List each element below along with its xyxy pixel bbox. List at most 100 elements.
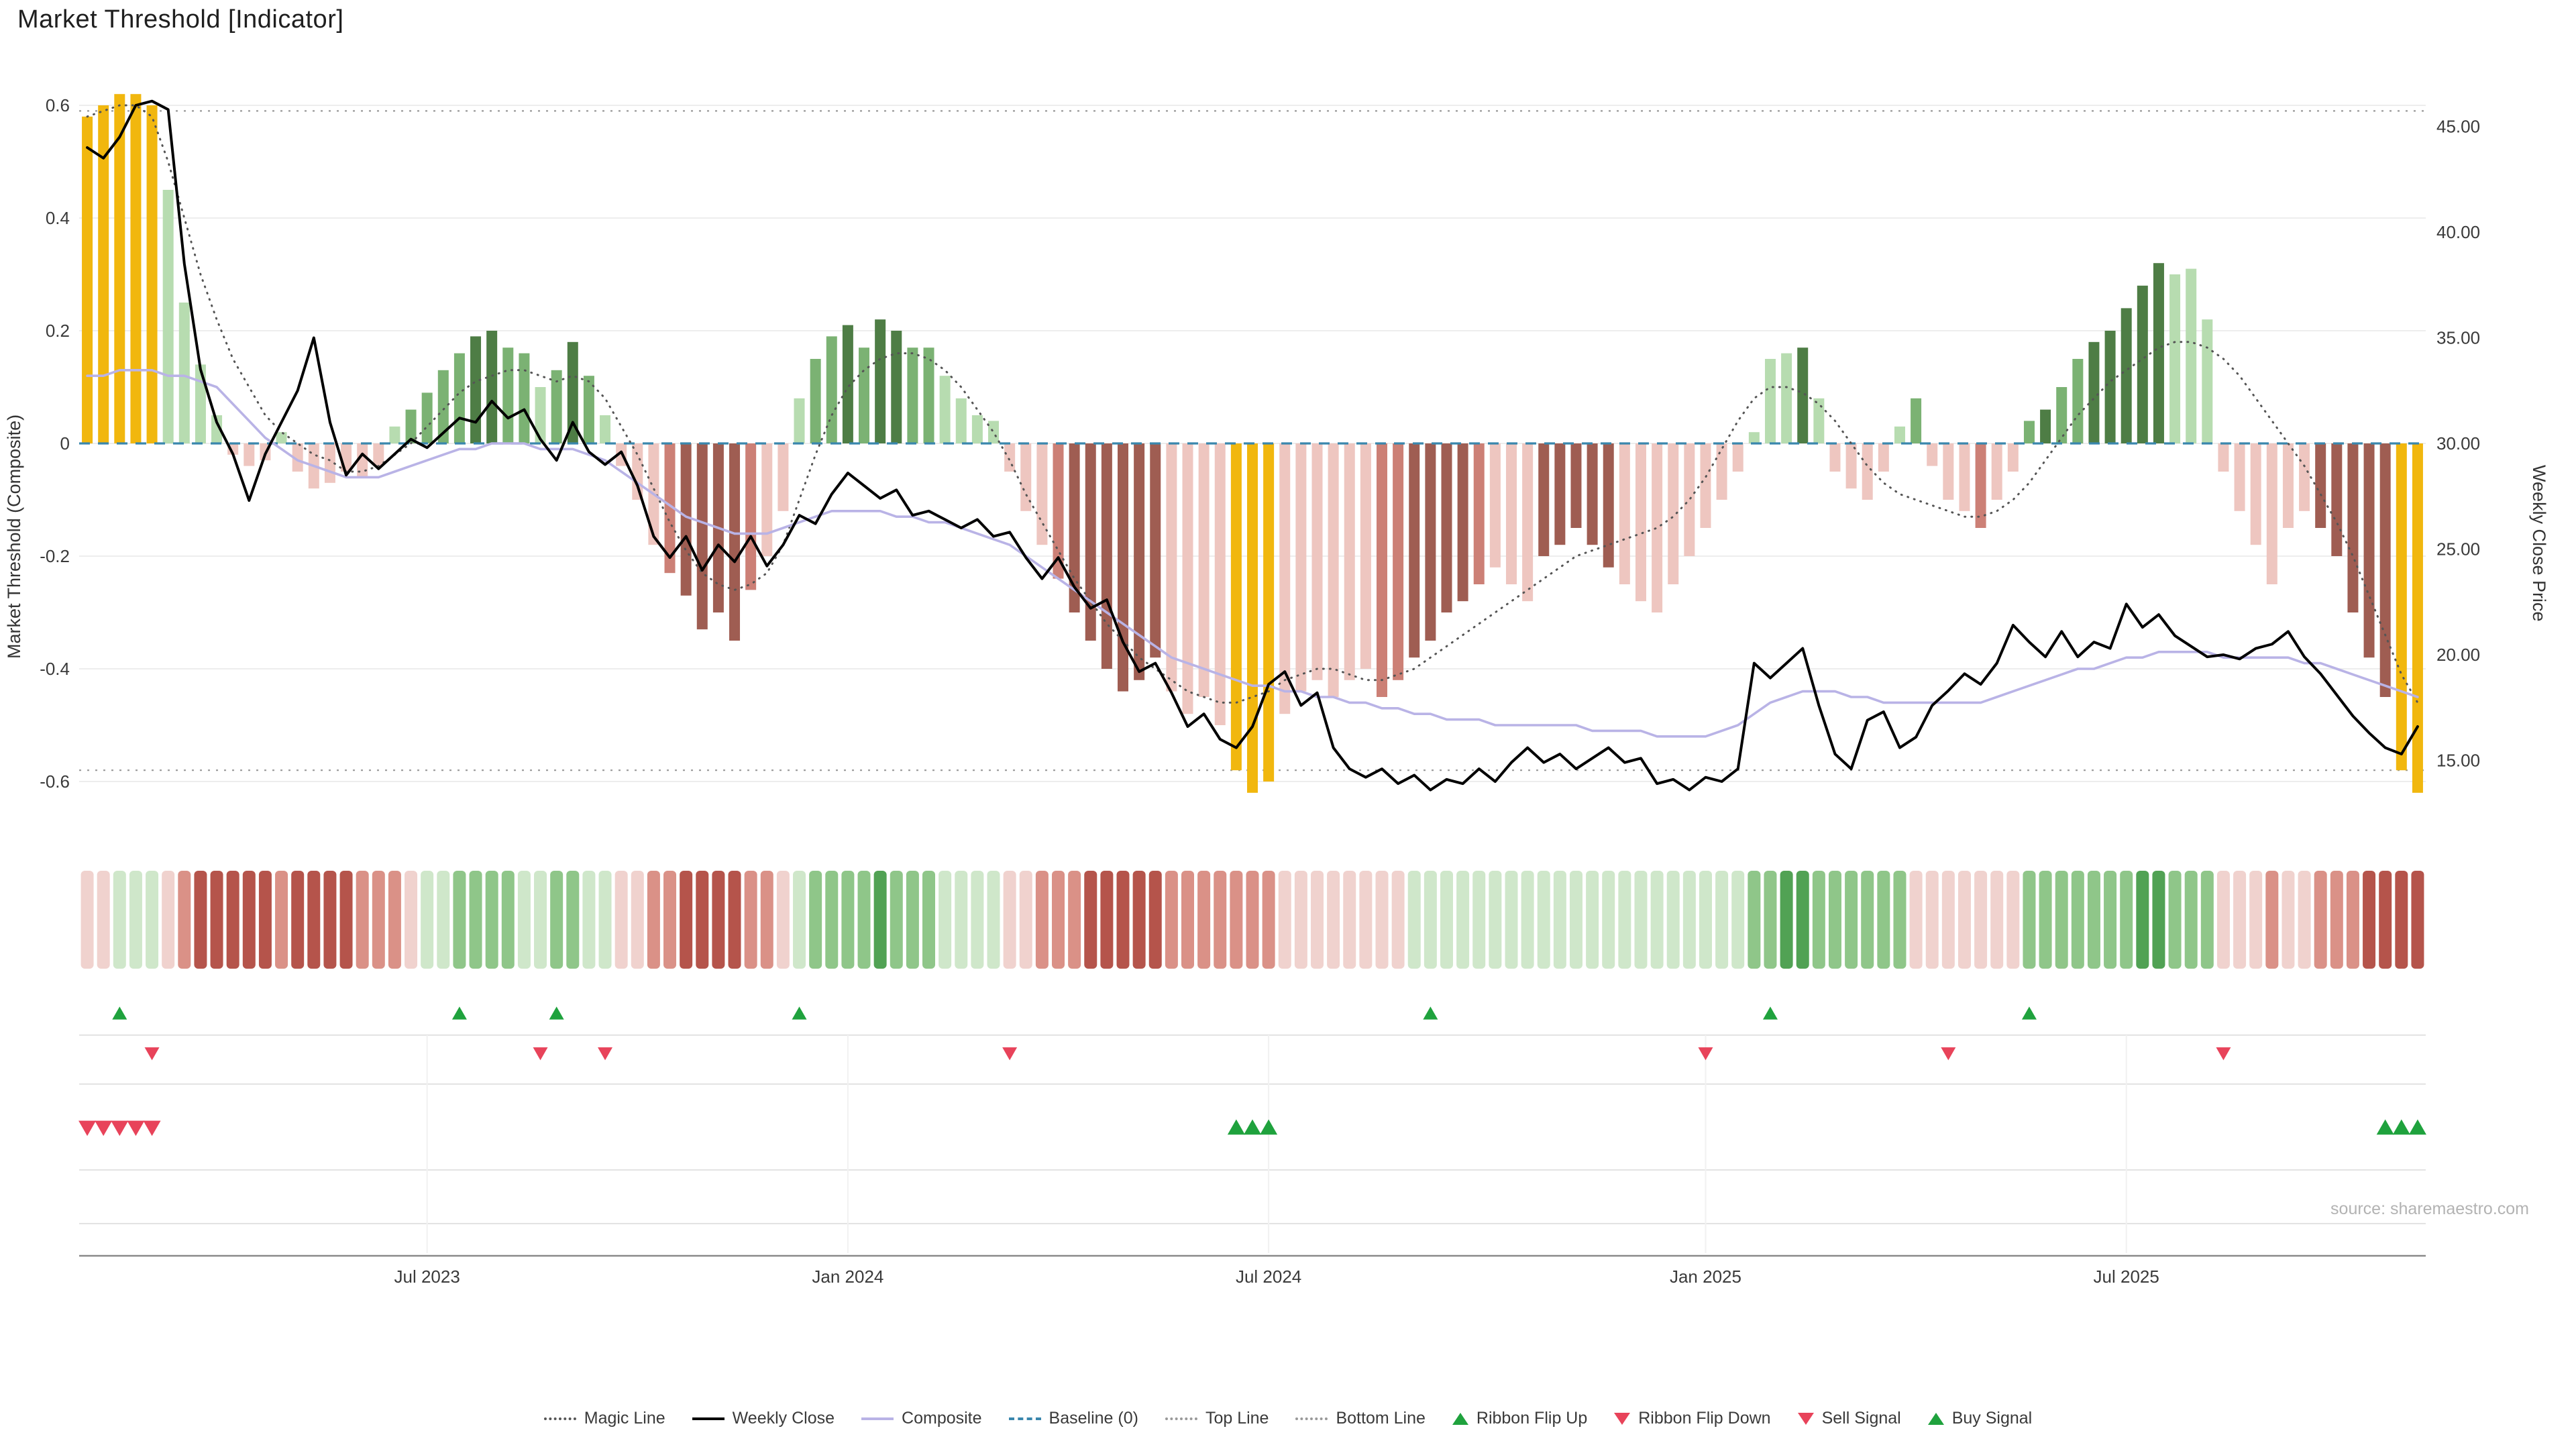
composite-bar: [1845, 443, 1857, 489]
composite-bar: [195, 364, 206, 443]
left-axis-tick: -0.6: [40, 771, 70, 792]
composite-bar: [1230, 443, 1242, 771]
composite-bar: [2007, 443, 2019, 472]
composite-bar: [2137, 285, 2148, 443]
ribbon-cell: [857, 871, 871, 969]
ribbon-cell: [1780, 871, 1793, 969]
ribbon-cell: [614, 871, 628, 969]
left-axis-tick: 0.2: [46, 321, 70, 341]
composite-bar: [211, 415, 223, 443]
composite-bar: [502, 347, 514, 443]
ribbon-cell: [890, 871, 903, 969]
ribbon-cell: [113, 871, 126, 969]
composite-bar: [745, 443, 757, 590]
ribbon-cell: [356, 871, 369, 969]
ribbon-cell: [146, 871, 159, 969]
composite-bar: [777, 443, 789, 511]
composite-line: [86, 368, 2419, 738]
ribbon-cell: [680, 871, 693, 969]
ribbon-cell: [1165, 871, 1178, 969]
ribbon-cell: [1181, 871, 1195, 969]
sell-signal-icon: [127, 1120, 145, 1136]
left-axis-tick: 0.4: [46, 208, 70, 228]
ribbon-cell: [2330, 871, 2343, 969]
ribbon-cell: [1861, 871, 1874, 969]
composite-bar: [955, 398, 967, 443]
ribbon-cell: [793, 871, 806, 969]
ribbon-cell: [696, 871, 709, 969]
ribbon-cell: [1230, 871, 1243, 969]
composite-bar: [373, 443, 384, 466]
composite-bar: [389, 426, 400, 443]
composite-bar: [1538, 443, 1550, 556]
ribbon-cell: [1699, 871, 1712, 969]
composite-bar: [1943, 443, 1954, 500]
composite-bar: [1570, 443, 1582, 528]
ribbon-flip-down-icon: [1002, 1047, 1018, 1061]
sell-signal-icon: [78, 1120, 97, 1136]
ribbon-cell: [1407, 871, 1421, 969]
ribbon-cell: [1052, 871, 1065, 969]
composite-bar: [2250, 443, 2261, 545]
axis-tick-labels: 0.6 0.4 0.2 0 -0.2 -0.4 -0.6 45.00 40.00 35.00 30.…: [40, 95, 2480, 1287]
composite-bar: [1425, 443, 1436, 641]
ribbon-cell: [2363, 871, 2376, 969]
composite-bar: [146, 105, 158, 443]
solid-line-icon: [861, 1417, 894, 1420]
ribbon-cell: [1764, 871, 1777, 969]
ribbon-cell: [210, 871, 223, 969]
ribbon-cell: [1489, 871, 1502, 969]
composite-bar: [244, 443, 255, 466]
composite-bar: [437, 370, 449, 443]
legend-label: Ribbon Flip Up: [1476, 1409, 1588, 1428]
composite-bar: [859, 347, 870, 443]
legend-item-sell-signal: Sell Signal: [1797, 1409, 1901, 1428]
composite-bar: [1862, 443, 1873, 500]
composite-bar: [276, 432, 287, 443]
composite-bar: [2396, 443, 2407, 771]
ribbon-cell: [922, 871, 936, 969]
ribbon-cell: [2120, 871, 2133, 969]
ribbon-cell: [1682, 871, 1696, 969]
ribbon-cell: [1019, 871, 1032, 969]
composite-bar: [632, 443, 643, 500]
triangle-up-icon: [1927, 1412, 1944, 1425]
ribbon-cell: [971, 871, 984, 969]
ribbon-cell: [760, 871, 773, 969]
composite-bar: [421, 392, 433, 443]
ribbon-cell: [1650, 871, 1664, 969]
composite-bar: [1279, 443, 1291, 714]
ribbon-cell: [1586, 871, 1599, 969]
ribbon-cell: [388, 871, 401, 969]
ribbon-cell: [712, 871, 725, 969]
composite-bar: [794, 398, 805, 443]
ribbon-cell: [2039, 871, 2052, 969]
legend-label: Top Line: [1205, 1409, 1269, 1428]
composite-bar: [971, 415, 983, 443]
composite-bar: [1457, 443, 1468, 602]
ribbon-cell: [469, 871, 482, 969]
ribbon-cell: [1148, 871, 1162, 969]
ribbon-cell: [226, 871, 239, 969]
composite-bar: [1668, 443, 1679, 584]
composite-bar: [1732, 443, 1743, 472]
composite-bar: [1797, 347, 1809, 443]
composite-bar: [114, 94, 125, 443]
ribbon-cell: [485, 871, 498, 969]
composite-bar: [1328, 443, 1339, 697]
composite-bar: [130, 94, 142, 443]
sell-signal-markers: [78, 1120, 161, 1136]
ribbon-cell: [1569, 871, 1582, 969]
composite-bar: [907, 347, 918, 443]
ribbon-cell: [437, 871, 450, 969]
ribbon-cell: [453, 871, 466, 969]
panel-separators: [79, 1034, 2426, 1257]
ribbon-cell: [1715, 871, 1729, 969]
right-axis-tick: 25.00: [2436, 539, 2480, 559]
ribbon-cell: [2152, 871, 2165, 969]
ribbon-cell: [906, 871, 919, 969]
composite-bar: [664, 443, 676, 574]
page-title: Market Threshold [Indicator]: [17, 5, 344, 34]
composite-bar: [2299, 443, 2310, 511]
ribbon-cell: [1343, 871, 1356, 969]
